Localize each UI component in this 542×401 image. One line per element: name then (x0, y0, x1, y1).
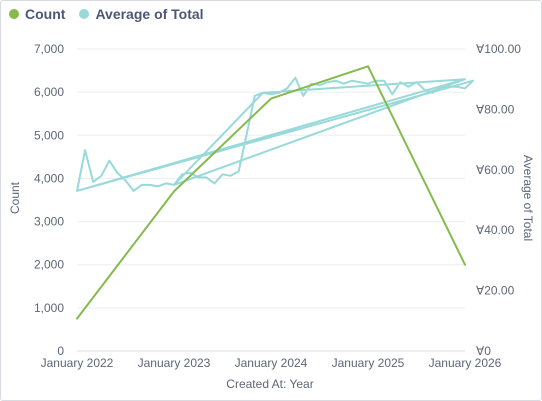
series-lines (76, 65, 475, 320)
x-tick-label: January 2024 (235, 356, 308, 370)
series-line-count[interactable] (76, 65, 466, 320)
y-right-tick-label: Ɐ0 (476, 344, 491, 358)
x-axis-title: Created At: Year (226, 377, 313, 391)
y-right-tick-label: Ɐ60.00 (476, 163, 515, 177)
y-left-tick-label: 1,000 (34, 301, 64, 315)
y-left-tick-label: 6,000 (34, 85, 64, 99)
y-left-tick-label: 0 (57, 344, 64, 358)
y-left-tick-label: 2,000 (34, 258, 64, 272)
y-right-tick-label: Ɐ100.00 (476, 42, 521, 56)
y-left-tick-label: 4,000 (34, 171, 64, 185)
y-axis-right-title: Average of Total (521, 155, 535, 241)
y-right-tick-label: Ɐ40.00 (476, 223, 515, 237)
y-left-tick-label: 7,000 (34, 42, 64, 56)
legend-item-count[interactable]: Count (9, 6, 65, 22)
y-right-tick-label: Ɐ20.00 (476, 284, 515, 298)
x-tick-label: January 2026 (429, 356, 502, 370)
legend-item-average-of-total[interactable]: Average of Total (79, 6, 204, 22)
y-right-tick-label: Ɐ80.00 (476, 102, 515, 116)
x-axis: January 2022 January 2023 January 2024 Janu… (41, 350, 502, 370)
x-tick-label: January 2023 (138, 356, 211, 370)
y-axis-left-title: Count (8, 181, 22, 214)
x-tick-label: January 2025 (332, 356, 405, 370)
series-line-average-of-total[interactable] (76, 76, 475, 192)
chart-legend: Count Average of Total (9, 4, 204, 24)
y-left-tick-label: 5,000 (34, 128, 64, 142)
y-axis-right: Ɐ0 Ɐ20.00 Ɐ40.00 Ɐ60.00 Ɐ80.00 Ɐ100.00 (476, 42, 521, 358)
y-axis-left: 0 1,000 2,000 3,000 4,000 5,000 6,000 7,000 (34, 42, 64, 358)
legend-swatch-average-of-total (79, 9, 90, 19)
legend-swatch-count (9, 9, 19, 19)
y-left-tick-label: 3,000 (34, 215, 64, 229)
legend-label-count: Count (25, 6, 66, 22)
legend-label-average-of-total: Average of Total (95, 6, 204, 22)
x-tick-label: January 2022 (41, 356, 114, 370)
